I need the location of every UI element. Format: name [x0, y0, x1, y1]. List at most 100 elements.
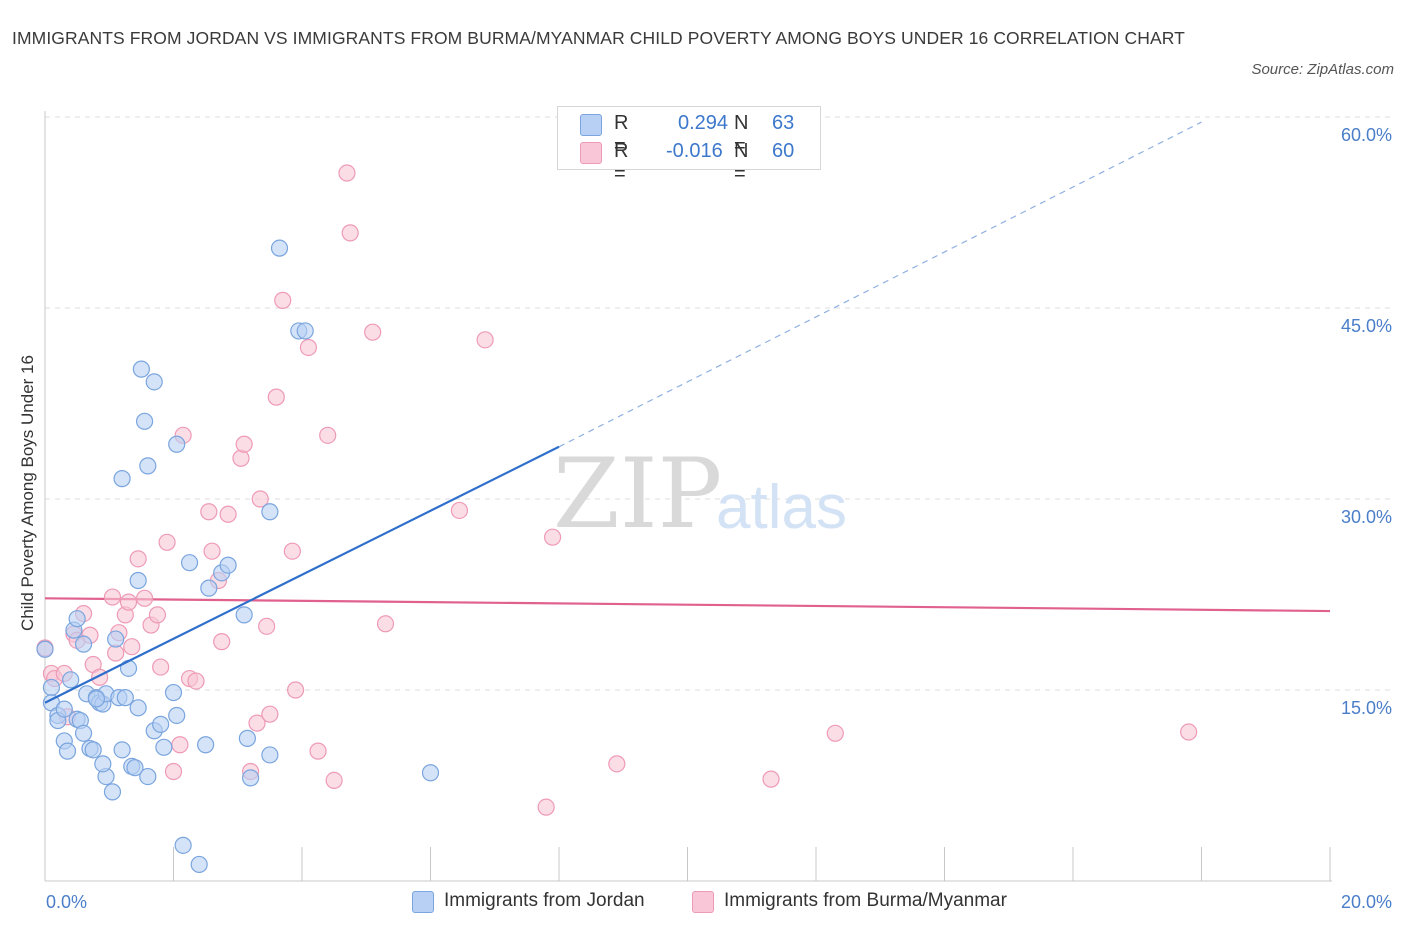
legend-swatch-jordan [580, 114, 602, 136]
data-point-jordan [135, 412, 154, 430]
data-point-jordan [87, 690, 106, 708]
data-point-burma [376, 615, 395, 633]
data-point-burma [164, 762, 183, 781]
data-point-jordan [238, 729, 256, 747]
legend-n-value: 63 [772, 112, 795, 134]
data-point-burma [608, 755, 626, 773]
data-point-jordan [174, 836, 192, 854]
data-point-burma [826, 724, 844, 742]
data-point-jordan [197, 736, 215, 754]
data-point-jordan [270, 239, 289, 257]
data-point-burma [248, 714, 266, 732]
x-tick-label: 0.0% [46, 892, 87, 912]
data-point-jordan [139, 767, 157, 786]
data-point-burma [123, 638, 141, 656]
data-point-jordan [219, 556, 237, 574]
trend-line-burma-solid [44, 597, 1331, 613]
data-point-jordan [242, 769, 260, 787]
legend-r-label: R = [614, 140, 629, 185]
data-point-burma [476, 331, 494, 349]
data-point-jordan [168, 706, 186, 725]
y-tick-label: 60.0% [1341, 125, 1392, 145]
legend-n-value: 60 [772, 140, 795, 162]
data-point-jordan [132, 360, 150, 378]
data-point-burma [200, 503, 218, 521]
data-point-burma [258, 617, 276, 635]
data-point-burma [251, 490, 269, 508]
trend-line-jordan-solid [44, 445, 560, 704]
data-point-jordan [180, 554, 199, 572]
data-point-burma [537, 798, 555, 816]
data-point-burma [543, 528, 562, 546]
legend-swatch-burma [580, 142, 602, 164]
data-point-burma [187, 672, 205, 690]
data-point-jordan [74, 724, 93, 742]
data-point-jordan [113, 741, 131, 759]
legend-n-label: N = [734, 140, 749, 185]
data-point-burma [235, 435, 253, 453]
data-point-burma [129, 550, 147, 568]
y-tick-label: 15.0% [1341, 698, 1392, 718]
data-point-burma [1180, 723, 1198, 741]
trend-line-burma [44, 597, 1331, 613]
legend-r-label: R = [614, 112, 629, 157]
data-point-burma [450, 501, 469, 520]
data-point-jordan [421, 764, 440, 782]
data-point-burma [103, 588, 122, 606]
grid-lines [45, 116, 1395, 691]
data-point-jordan [55, 700, 73, 718]
data-point-jordan [74, 635, 93, 653]
data-point-burma [261, 705, 279, 723]
data-point-burma [274, 291, 292, 309]
data-point-jordan [168, 435, 186, 453]
tick-labels: 15.0% 30.0% 45.0% 60.0% 0.0% 20.0% [46, 125, 1392, 912]
data-point-burma [158, 533, 176, 551]
data-point-burma [219, 505, 237, 523]
watermark-atlas: atlas [716, 473, 847, 542]
data-point-burma [319, 426, 337, 444]
data-point-jordan [296, 322, 314, 340]
data-point-burma [171, 736, 189, 754]
data-point-jordan [42, 678, 61, 697]
data-point-burma [338, 164, 356, 182]
data-point-burma [762, 770, 780, 788]
data-point-jordan [152, 715, 170, 733]
legend-r-value: -0.016 [666, 140, 723, 162]
data-point-burma [148, 606, 167, 624]
data-point-jordan [261, 503, 279, 521]
data-point-burma [152, 658, 170, 676]
legend-n-label: N = [734, 112, 749, 157]
data-point-jordan [261, 746, 279, 764]
data-point-jordan [155, 738, 173, 756]
data-point-jordan [36, 640, 54, 658]
legend-swatch-burma [692, 891, 714, 913]
legend-label-burma: Immigrants from Burma/Myanmar [724, 890, 1007, 911]
data-point-jordan [103, 783, 122, 801]
data-point-jordan [94, 755, 112, 773]
data-point-jordan [129, 571, 147, 590]
data-point-burma [325, 771, 343, 790]
data-point-burma [286, 681, 305, 699]
data-point-jordan [68, 610, 86, 628]
data-point-jordan [129, 699, 147, 717]
data-point-jordan [200, 579, 218, 597]
data-point-burma [299, 338, 318, 357]
legend-label-jordan: Immigrants from Jordan [444, 890, 645, 911]
data-point-burma [341, 224, 359, 242]
axes [44, 111, 1332, 882]
data-point-jordan [164, 683, 183, 702]
data-point-jordan [139, 457, 157, 475]
source-label: Source: ZipAtlas.com [1251, 61, 1394, 78]
y-tick-label: 45.0% [1341, 316, 1392, 336]
legend-swatch-jordan [412, 891, 434, 913]
data-point-burma [119, 593, 138, 611]
data-point-burma [135, 589, 154, 607]
y-tick-label: 30.0% [1341, 507, 1392, 527]
data-point-burma [309, 742, 327, 760]
data-point-jordan [235, 606, 253, 624]
data-point-jordan [107, 630, 125, 648]
series-jordan-points [36, 239, 440, 874]
data-point-jordan [58, 742, 77, 760]
data-point-jordan [145, 373, 163, 391]
